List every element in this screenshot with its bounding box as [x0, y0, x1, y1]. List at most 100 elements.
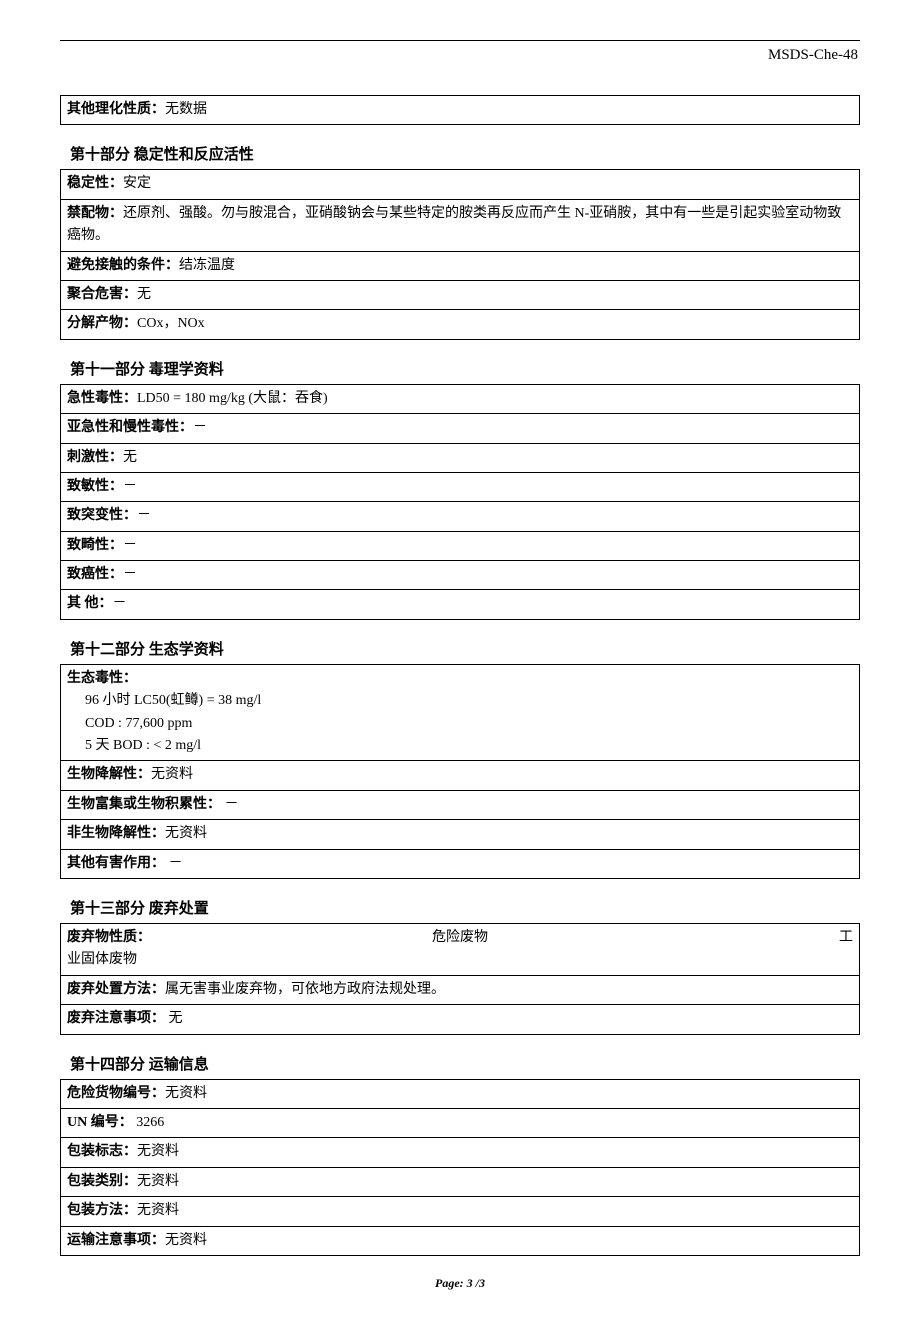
biodeg-value: 无资料: [151, 767, 193, 782]
dg-no-value: 无资料: [165, 1086, 207, 1101]
nature-line2: 业固体废物: [67, 949, 853, 971]
bioacc-value: －: [221, 797, 239, 812]
un-value: 3266: [133, 1115, 165, 1130]
decomp-label: 分解产物：: [67, 316, 137, 331]
sens-value: －: [123, 479, 137, 494]
bioacc-row: 生物富集或生物积累性： －: [61, 790, 860, 819]
terato-value: －: [123, 538, 137, 553]
ecotox-label: 生态毒性：: [67, 671, 137, 686]
mut-label: 致突变性：: [67, 508, 137, 523]
irritancy-value: 无: [123, 450, 137, 465]
otherharm-row: 其他有害作用： －: [61, 849, 860, 878]
incompat-value: 还原剂、强酸。勿与胺混合，亚硝酸钠会与某些特定的胺类再反应而产生 N-亚硝胺，其…: [67, 206, 841, 243]
mark-row: 包装标志：无资料: [61, 1138, 860, 1167]
sens-row: 致敏性：－: [61, 472, 860, 501]
section11-heading: 第十一部分 毒理学资料: [60, 358, 860, 384]
mark-label: 包装标志：: [67, 1144, 137, 1159]
other-props-value: 无数据: [165, 102, 207, 117]
acute-row: 急性毒性：LD50 = 180 mg/kg (大鼠：吞食): [61, 384, 860, 413]
caution-value: 无: [165, 1011, 183, 1026]
other-value: －: [113, 596, 127, 611]
section13-table: 废弃物性质： 危险废物 工 业固体废物 废弃处置方法：属无害事业废弃物，可依地方…: [60, 923, 860, 1035]
section11-table: 急性毒性：LD50 = 180 mg/kg (大鼠：吞食) 亚急性和慢性毒性：－…: [60, 384, 860, 620]
mark-value: 无资料: [137, 1144, 179, 1159]
dg-no-label: 危险货物编号：: [67, 1086, 165, 1101]
mut-value: －: [137, 508, 151, 523]
other-props-row: 其他理化性质：无数据: [61, 96, 860, 125]
section10-table: 稳定性：安定 禁配物：还原剂、强酸。勿与胺混合，亚硝酸钠会与某些特定的胺类再反应…: [60, 169, 860, 339]
nature-label: 废弃物性质：: [67, 927, 329, 949]
decomp-row: 分解产物：COx，NOx: [61, 310, 860, 339]
section9-tail-table: 其他理化性质：无数据: [60, 95, 860, 125]
section12-table: 生态毒性： 96 小时 LC50(虹鳟) = 38 mg/l COD : 77,…: [60, 664, 860, 879]
stability-label: 稳定性：: [67, 176, 123, 191]
un-row: UN 编号： 3266: [61, 1108, 860, 1137]
page-footer: Page: 3 /3: [60, 1274, 860, 1293]
carc-label: 致癌性：: [67, 567, 123, 582]
acute-label: 急性毒性：: [67, 391, 137, 406]
pack-value: 无资料: [137, 1203, 179, 1218]
nature-mid: 危险废物: [329, 927, 591, 949]
ecotox-line1: 96 小时 LC50(虹鳟) = 38 mg/l: [67, 690, 853, 712]
otherharm-label: 其他有害作用：: [67, 856, 165, 871]
nature-row: 废弃物性质： 危险废物 工 业固体废物: [61, 923, 860, 975]
section13-heading: 第十三部分 废弃处置: [60, 897, 860, 923]
polymer-value: 无: [137, 287, 151, 302]
polymer-row: 聚合危害：无: [61, 280, 860, 309]
bioacc-label: 生物富集或生物积累性：: [67, 797, 221, 812]
other-label: 其 他：: [67, 596, 113, 611]
other-row: 其 他：－: [61, 590, 860, 619]
irritancy-label: 刺激性：: [67, 450, 123, 465]
nonbiodeg-label: 非生物降解性：: [67, 826, 165, 841]
terato-row: 致畸性：－: [61, 531, 860, 560]
class-value: 无资料: [137, 1174, 179, 1189]
nonbiodeg-row: 非生物降解性：无资料: [61, 820, 860, 849]
caution-label: 废弃注意事项：: [67, 1011, 165, 1026]
subacute-label: 亚急性和慢性毒性：: [67, 420, 193, 435]
pack-label: 包装方法：: [67, 1203, 137, 1218]
dg-no-row: 危险货物编号：无资料: [61, 1079, 860, 1108]
polymer-label: 聚合危害：: [67, 287, 137, 302]
subacute-row: 亚急性和慢性毒性：－: [61, 414, 860, 443]
carc-value: －: [123, 567, 137, 582]
incompat-label: 禁配物：: [67, 206, 123, 221]
biodeg-row: 生物降解性：无资料: [61, 761, 860, 790]
avoid-label: 避免接触的条件：: [67, 258, 179, 273]
trans-caution-value: 无资料: [165, 1233, 207, 1248]
otherharm-value: －: [165, 856, 183, 871]
document-page: MSDS-Che-48 其他理化性质：无数据 第十部分 稳定性和反应活性 稳定性…: [0, 0, 920, 1323]
section14-heading: 第十四部分 运输信息: [60, 1053, 860, 1079]
section10-heading: 第十部分 稳定性和反应活性: [60, 143, 860, 169]
terato-label: 致畸性：: [67, 538, 123, 553]
nature-right: 工: [591, 927, 853, 949]
method-value: 属无害事业废弃物，可依地方政府法规处理。: [165, 982, 445, 997]
sens-label: 致敏性：: [67, 479, 123, 494]
stability-row: 稳定性：安定: [61, 170, 860, 199]
avoid-value: 结冻温度: [179, 258, 235, 273]
acute-value: LD50 = 180 mg/kg (大鼠：吞食): [137, 391, 328, 406]
trans-caution-label: 运输注意事项：: [67, 1233, 165, 1248]
decomp-value: COx，NOx: [137, 316, 205, 331]
ecotox-line3: 5 天 BOD : < 2 mg/l: [67, 735, 853, 757]
class-label: 包装类别：: [67, 1174, 137, 1189]
subacute-value: －: [193, 420, 207, 435]
stability-value: 安定: [123, 176, 151, 191]
irritancy-row: 刺激性：无: [61, 443, 860, 472]
section14-table: 危险货物编号：无资料 UN 编号： 3266 包装标志：无资料 包装类别：无资料…: [60, 1079, 860, 1256]
method-label: 废弃处置方法：: [67, 982, 165, 997]
mut-row: 致突变性：－: [61, 502, 860, 531]
incompat-row: 禁配物：还原剂、强酸。勿与胺混合，亚硝酸钠会与某些特定的胺类再反应而产生 N-亚…: [61, 199, 860, 251]
class-row: 包装类别：无资料: [61, 1167, 860, 1196]
header-rule: [60, 40, 860, 41]
trans-caution-row: 运输注意事项：无资料: [61, 1226, 860, 1255]
carc-row: 致癌性：－: [61, 561, 860, 590]
method-row: 废弃处置方法：属无害事业废弃物，可依地方政府法规处理。: [61, 975, 860, 1004]
nonbiodeg-value: 无资料: [165, 826, 207, 841]
other-props-label: 其他理化性质：: [67, 102, 165, 117]
avoid-row: 避免接触的条件：结冻温度: [61, 251, 860, 280]
section12-heading: 第十二部分 生态学资料: [60, 638, 860, 664]
un-label: UN 编号：: [67, 1115, 133, 1130]
caution-row: 废弃注意事项： 无: [61, 1005, 860, 1034]
pack-row: 包装方法：无资料: [61, 1197, 860, 1226]
ecotox-row: 生态毒性： 96 小时 LC50(虹鳟) = 38 mg/l COD : 77,…: [61, 664, 860, 761]
